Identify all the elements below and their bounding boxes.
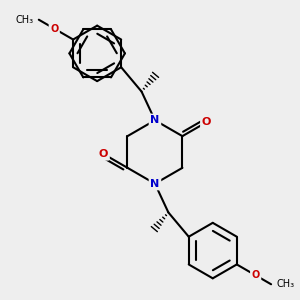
Text: O: O xyxy=(251,270,260,280)
Text: O: O xyxy=(202,117,211,127)
Text: CH₃: CH₃ xyxy=(16,15,34,25)
Text: O: O xyxy=(50,24,58,34)
Text: N: N xyxy=(150,115,160,125)
Text: O: O xyxy=(99,149,108,159)
Text: CH₃: CH₃ xyxy=(276,279,294,289)
Text: N: N xyxy=(150,179,160,189)
